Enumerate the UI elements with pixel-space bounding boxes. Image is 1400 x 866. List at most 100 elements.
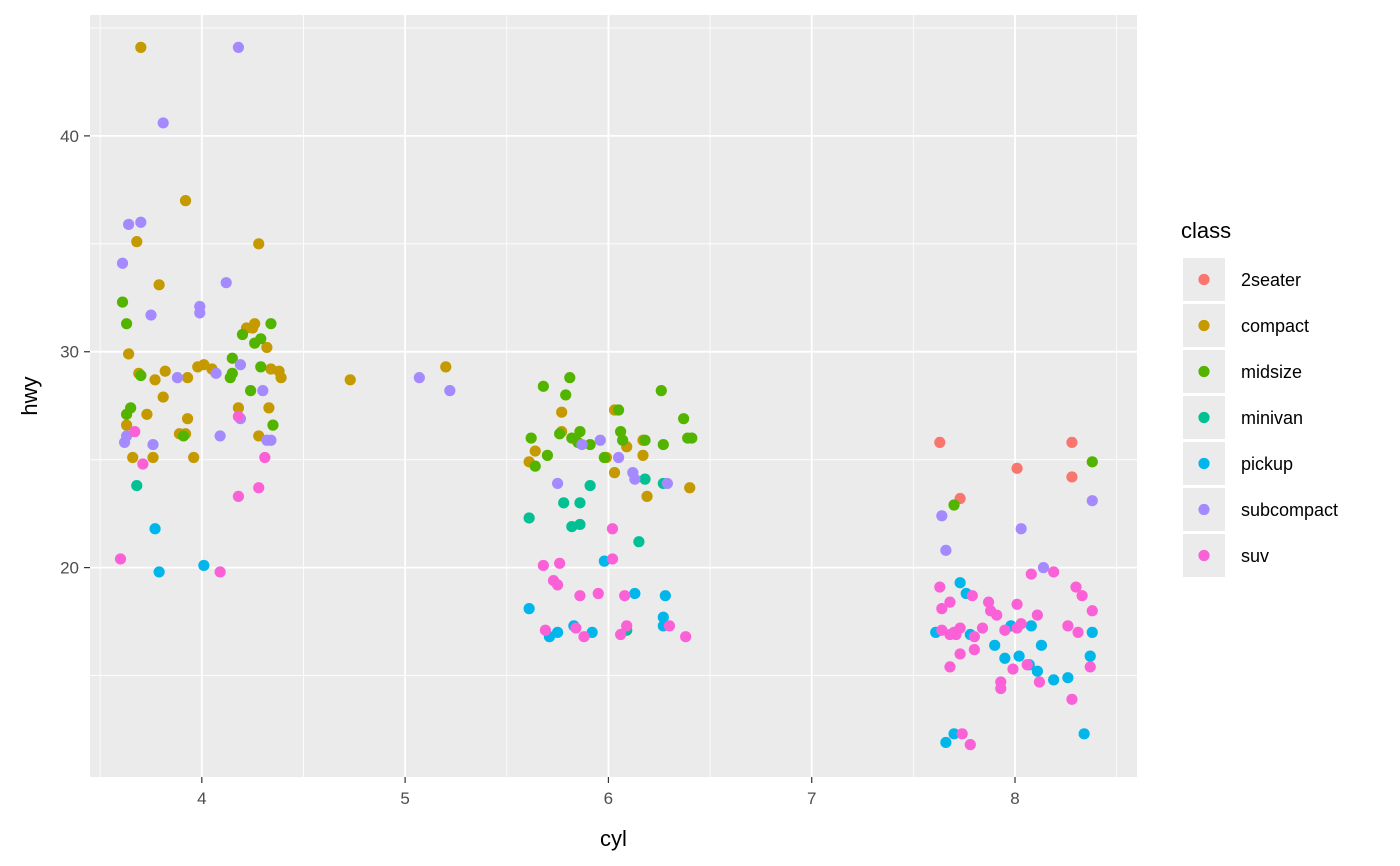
point-compact bbox=[637, 449, 649, 461]
point-subcompact bbox=[661, 477, 673, 490]
point-subcompact bbox=[936, 510, 948, 522]
point-pickup bbox=[1062, 672, 1074, 684]
point-suv bbox=[1007, 663, 1019, 675]
point-minivan bbox=[574, 518, 586, 531]
legend: class 2seater compact midsize minivan pickup… bbox=[1181, 218, 1338, 577]
point-pickup bbox=[954, 577, 966, 589]
data-points bbox=[114, 41, 1098, 751]
point-subcompact bbox=[171, 372, 184, 384]
legend-label-minivan: minivan bbox=[1241, 408, 1303, 428]
point-suv bbox=[982, 596, 995, 608]
point-suv bbox=[934, 581, 946, 593]
point-subcompact bbox=[594, 434, 606, 446]
point-suv bbox=[680, 631, 692, 643]
legend-items: 2seater compact midsize minivan pickup subcom… bbox=[1183, 258, 1338, 577]
point-suv bbox=[253, 482, 265, 494]
point-subcompact bbox=[413, 372, 425, 384]
y-tick-label: 30 bbox=[60, 343, 79, 362]
point-midsize bbox=[177, 430, 190, 442]
point-suv bbox=[944, 596, 956, 608]
point-compact bbox=[135, 41, 147, 53]
y-tick-label: 40 bbox=[60, 127, 79, 146]
point-suv bbox=[968, 644, 980, 656]
point-suv bbox=[570, 622, 582, 634]
legend-label-pickup: pickup bbox=[1241, 454, 1293, 474]
point-pickup bbox=[657, 611, 669, 623]
point-compact bbox=[529, 445, 541, 457]
point-midsize bbox=[615, 426, 627, 438]
x-tick-label: 4 bbox=[197, 789, 206, 808]
point-2seater bbox=[934, 436, 946, 449]
point-compact bbox=[344, 374, 356, 386]
y-axis-title: hwy bbox=[17, 376, 42, 415]
legend-key-pickup bbox=[1198, 457, 1210, 470]
point-compact bbox=[141, 408, 153, 420]
point-minivan bbox=[523, 512, 535, 524]
point-suv bbox=[1062, 620, 1074, 632]
point-subcompact bbox=[118, 436, 131, 449]
point-pickup bbox=[523, 603, 535, 615]
legend-label-suv: suv bbox=[1241, 546, 1269, 566]
point-suv bbox=[539, 624, 551, 636]
point-compact bbox=[149, 374, 161, 386]
point-minivan bbox=[131, 479, 143, 492]
point-midsize bbox=[120, 318, 133, 330]
point-suv bbox=[137, 458, 149, 470]
point-compact bbox=[232, 402, 245, 414]
point-suv bbox=[574, 590, 586, 602]
point-subcompact bbox=[265, 434, 277, 446]
point-pickup bbox=[999, 652, 1011, 664]
point-2seater bbox=[1066, 436, 1078, 449]
point-suv bbox=[1084, 661, 1096, 673]
point-subcompact bbox=[194, 307, 206, 319]
point-suv bbox=[1076, 590, 1088, 602]
point-compact bbox=[608, 467, 621, 479]
point-suv bbox=[1048, 566, 1060, 578]
point-pickup bbox=[1084, 650, 1096, 662]
legend-key-subcompact bbox=[1198, 503, 1210, 516]
grid-lines bbox=[90, 15, 1137, 777]
point-compact bbox=[153, 279, 165, 291]
point-compact bbox=[131, 236, 143, 248]
point-subcompact bbox=[629, 473, 641, 485]
point-minivan bbox=[639, 473, 651, 485]
point-pickup bbox=[1086, 626, 1098, 638]
point-midsize bbox=[224, 372, 236, 384]
point-suv bbox=[936, 603, 948, 615]
point-suv bbox=[592, 587, 604, 600]
point-pickup bbox=[1031, 665, 1043, 677]
point-suv bbox=[606, 523, 619, 535]
point-midsize bbox=[686, 432, 698, 444]
point-compact bbox=[147, 451, 159, 464]
point-subcompact bbox=[551, 477, 564, 490]
point-pickup bbox=[1013, 650, 1025, 662]
point-midsize bbox=[554, 428, 566, 440]
point-suv bbox=[232, 490, 245, 502]
point-pickup bbox=[989, 639, 1001, 651]
point-pickup bbox=[1048, 674, 1060, 686]
point-suv bbox=[619, 590, 631, 602]
point-pickup bbox=[198, 559, 210, 572]
point-suv bbox=[1025, 568, 1037, 580]
point-midsize bbox=[541, 449, 554, 461]
point-midsize bbox=[1086, 456, 1098, 468]
point-pickup bbox=[940, 736, 952, 749]
point-pickup bbox=[149, 523, 161, 535]
point-compact bbox=[120, 419, 133, 431]
point-compact bbox=[123, 348, 135, 360]
point-midsize bbox=[678, 413, 690, 425]
x-tick-label: 8 bbox=[1010, 789, 1019, 808]
point-suv bbox=[976, 622, 989, 634]
point-compact bbox=[253, 238, 265, 250]
point-suv bbox=[956, 728, 968, 740]
point-pickup bbox=[1035, 639, 1048, 651]
point-suv bbox=[214, 566, 226, 578]
point-suv bbox=[578, 631, 590, 643]
point-midsize bbox=[236, 328, 249, 341]
point-subcompact bbox=[1015, 523, 1027, 535]
point-subcompact bbox=[234, 359, 247, 371]
legend-label-midsize: midsize bbox=[1241, 362, 1302, 382]
point-midsize bbox=[255, 361, 267, 373]
legend-key-minivan bbox=[1198, 411, 1210, 424]
point-midsize bbox=[598, 451, 610, 464]
